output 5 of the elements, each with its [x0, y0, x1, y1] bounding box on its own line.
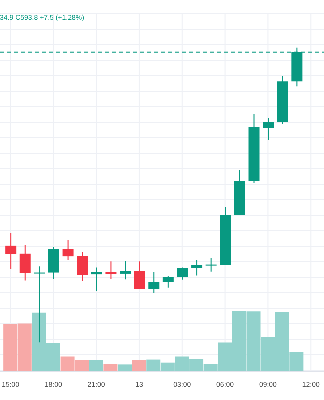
bar	[132, 360, 146, 372]
bar	[118, 364, 132, 372]
candlestick	[206, 258, 217, 272]
bar	[104, 364, 118, 372]
bar	[89, 360, 104, 372]
